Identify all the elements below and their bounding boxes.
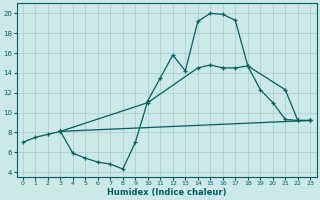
- X-axis label: Humidex (Indice chaleur): Humidex (Indice chaleur): [107, 188, 226, 197]
